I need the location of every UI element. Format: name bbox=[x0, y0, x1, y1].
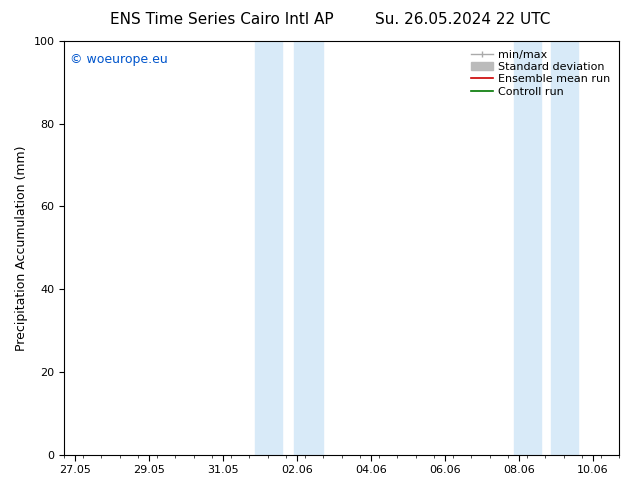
Legend: min/max, Standard deviation, Ensemble mean run, Controll run: min/max, Standard deviation, Ensemble me… bbox=[468, 47, 614, 100]
Bar bbox=[255, 41, 283, 455]
Bar bbox=[294, 41, 323, 455]
Bar bbox=[514, 41, 541, 455]
Text: ENS Time Series Cairo Intl AP: ENS Time Series Cairo Intl AP bbox=[110, 12, 333, 27]
Bar bbox=[550, 41, 578, 455]
Text: © woeurope.eu: © woeurope.eu bbox=[70, 53, 167, 67]
Y-axis label: Precipitation Accumulation (mm): Precipitation Accumulation (mm) bbox=[15, 145, 28, 350]
Text: Su. 26.05.2024 22 UTC: Su. 26.05.2024 22 UTC bbox=[375, 12, 550, 27]
